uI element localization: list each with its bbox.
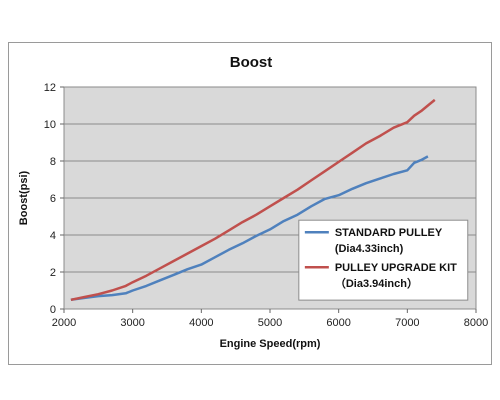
x-tick-label: 2000 [52,317,76,329]
chart: Boost 0 2 4 6 8 10 12 2000 3000 4000 5000 6000 7000 8… [18,54,488,350]
series-lines [70,98,436,302]
x-tick-label: 8000 [464,317,488,329]
x-tick-label: 7000 [395,317,419,329]
chart-frame: Boost 0 2 4 6 8 10 12 2000 3000 4000 5000 6000 7000 8… [8,42,492,365]
legend-label-standard-pulley: STANDARD PULLEY [335,227,443,239]
axes: 0 2 4 6 8 10 12 2000 3000 4000 5000 6000 7000 8000 [44,82,488,329]
y-tick-label: 4 [50,230,56,242]
chart-title: Boost [230,54,273,71]
y-tick-label: 10 [44,119,56,131]
x-axis-title: Engine Speed(rpm) [220,338,321,350]
y-axis-title: Boost(psi) [18,170,30,225]
legend-label-pulley-upgrade-kit: PULLEY UPGRADE KIT [335,262,457,274]
y-tick-label: 0 [50,304,56,316]
y-tick-label: 8 [50,156,56,168]
legend: STANDARD PULLEY (Dia4.33inch) PULLEY UPG… [298,219,469,301]
series-line-pulley-upgrade-kit [70,98,436,302]
x-tick-label: 3000 [120,317,144,329]
x-tick-label: 4000 [189,317,213,329]
legend-box [298,219,469,301]
x-tick-label: 5000 [258,317,282,329]
series-line-standard-pulley [70,155,429,302]
x-tick-label: 6000 [326,317,350,329]
y-tick-label: 6 [50,193,56,205]
legend-sublabel-pulley-upgrade-kit: （Dia3.94inch） [335,277,418,290]
y-tick-label: 2 [50,267,56,279]
legend-sublabel-standard-pulley: (Dia4.33inch) [335,243,404,255]
y-tick-label: 12 [44,82,56,94]
